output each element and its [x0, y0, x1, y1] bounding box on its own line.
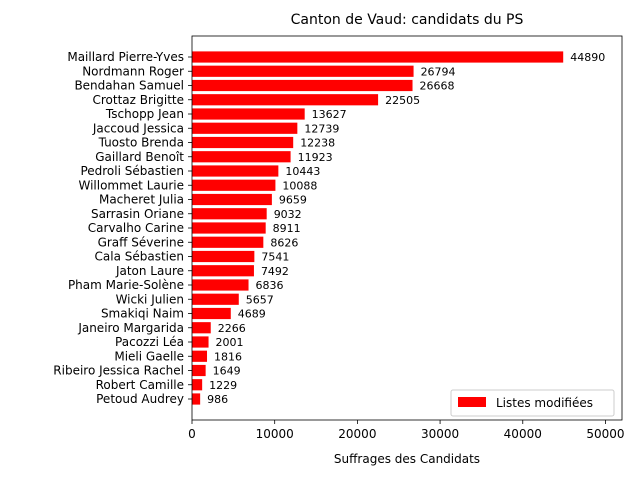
bar — [192, 136, 294, 149]
data-label: 7492 — [261, 265, 289, 278]
y-tick-label: Graff Séverine — [98, 235, 184, 249]
data-label: 26794 — [421, 65, 456, 78]
y-tick-label: Nordmann Roger — [82, 64, 184, 78]
y-tick-label: Carvalho Carine — [88, 221, 184, 235]
y-tick-label: Cala Sébastien — [95, 250, 184, 264]
data-label: 5657 — [246, 293, 274, 306]
data-label: 12238 — [300, 137, 335, 150]
bar — [192, 236, 264, 248]
y-tick-label: Mieli Gaelle — [114, 349, 184, 363]
data-label: 10088 — [282, 179, 317, 192]
data-label: 7541 — [261, 251, 289, 264]
bar — [192, 94, 379, 106]
legend-box — [450, 389, 615, 417]
y-tick-label: Petoud Audrey — [96, 392, 184, 406]
bar — [192, 151, 291, 163]
bar — [192, 108, 305, 120]
bar — [192, 193, 272, 206]
data-label: 10443 — [285, 165, 320, 178]
y-tick-label: Bendahan Samuel — [74, 79, 184, 93]
y-tick-label: Tuosto Brenda — [98, 136, 184, 150]
x-tick-label: 10000 — [256, 427, 294, 441]
y-tick-label: Pacozzi Léa — [115, 335, 184, 349]
legend-label: Listes modifiées — [496, 396, 593, 410]
data-label: 44890 — [570, 51, 605, 64]
data-label: 22505 — [385, 94, 420, 107]
plot-frame — [191, 35, 623, 421]
legend: Listes modifiées — [450, 389, 615, 417]
data-label: 1649 — [213, 365, 241, 378]
data-label: 12739 — [304, 122, 339, 135]
y-tick-label: Jaton Laure — [115, 264, 184, 278]
y-tick-label: Robert Camille — [96, 378, 184, 392]
data-label: 26668 — [420, 80, 455, 93]
y-tick-label: Tschopp Jean — [105, 107, 184, 121]
y-tick-label: Jaccoud Jessica — [92, 121, 184, 135]
y-tick-label: Wicki Julien — [116, 292, 184, 306]
data-label: 4689 — [238, 308, 266, 321]
bar — [192, 222, 266, 234]
bar — [192, 65, 414, 77]
x-tick-label: 40000 — [504, 427, 542, 441]
bar — [192, 79, 413, 92]
chart-title: Canton de Vaud: candidats du PS — [291, 12, 524, 28]
bar — [192, 322, 211, 334]
data-label: 1229 — [209, 379, 237, 392]
bar — [192, 379, 203, 391]
bar — [192, 250, 255, 263]
y-tick-label: Smakiqi Naim — [101, 307, 184, 321]
y-tick-label: Ribeiro Jessica Rachel — [53, 364, 184, 378]
y-tick-label: Janeiro Margarida — [77, 321, 184, 335]
data-label: 986 — [207, 393, 228, 406]
bar — [192, 364, 206, 377]
bar — [192, 122, 298, 134]
x-tick-label: 20000 — [338, 427, 376, 441]
data-label: 2266 — [218, 322, 246, 335]
data-label: 6836 — [256, 279, 284, 292]
bar — [192, 393, 201, 405]
data-label: 8626 — [270, 236, 298, 249]
data-label: 1816 — [214, 350, 242, 363]
bar — [192, 165, 279, 177]
bar — [192, 279, 249, 291]
legend-swatch — [458, 397, 486, 407]
bar — [192, 350, 208, 362]
data-label: 9659 — [279, 194, 307, 207]
x-axis-label: Suffrages des Candidats — [334, 452, 480, 466]
data-label: 2001 — [216, 336, 244, 349]
x-tick-label: 30000 — [421, 427, 459, 441]
y-tick-label: Maillard Pierre-Yves — [67, 50, 184, 64]
bar — [192, 51, 564, 63]
bar — [192, 179, 276, 191]
y-tick-label: Macheret Julia — [99, 193, 184, 207]
data-label: 11923 — [298, 151, 333, 164]
bar — [192, 293, 239, 305]
x-tick-label: 50000 — [586, 427, 624, 441]
bar — [192, 208, 267, 220]
bar — [192, 336, 209, 348]
y-tick-label: Sarrasin Oriane — [91, 207, 184, 221]
y-tick-label: Gaillard Benoît — [95, 150, 184, 164]
data-label: 13627 — [312, 108, 347, 121]
data-label: 9032 — [274, 208, 302, 221]
y-tick-label: Crottaz Brigitte — [92, 93, 184, 107]
y-tick-label: Pham Marie-Solène — [68, 278, 184, 292]
bar — [192, 307, 231, 320]
x-tick-label: 0 — [188, 427, 196, 441]
bar — [192, 265, 254, 277]
y-tick-label: Willommet Laurie — [78, 178, 184, 192]
y-tick-label: Pedroli Sébastien — [80, 164, 184, 178]
data-label: 8911 — [273, 222, 301, 235]
